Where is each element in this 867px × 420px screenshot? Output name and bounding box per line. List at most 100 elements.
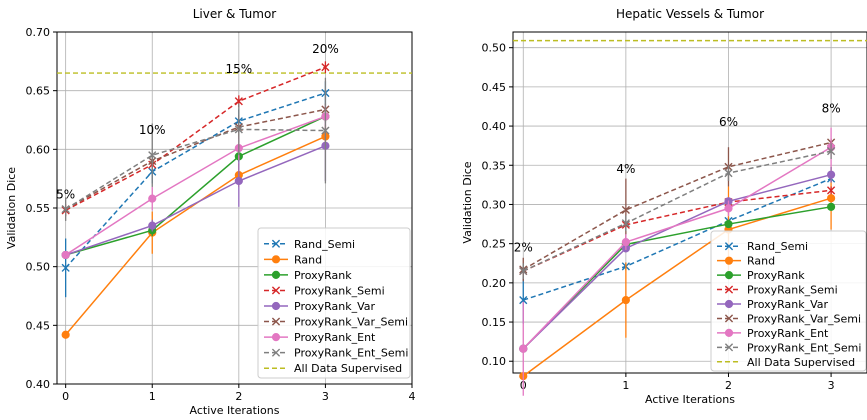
series-line: [522, 197, 832, 377]
series-proxyrank-var-semi: [61, 103, 330, 214]
legend-label: ProxyRank_Semi: [747, 284, 838, 297]
data-point: [234, 97, 243, 106]
data-point: [519, 266, 528, 276]
legend-entry: ProxyRank_Ent_Semi: [264, 347, 408, 360]
data-point: [826, 186, 836, 195]
data-point: [234, 176, 243, 186]
series-proxyrank-ent-semi: [519, 143, 836, 279]
legend-label: ProxyRank_Var: [294, 300, 376, 313]
plot-frame: [512, 31, 867, 374]
legend-label: Rand_Semi: [294, 238, 355, 251]
data-point: [271, 301, 281, 311]
data-point: [826, 147, 836, 156]
legend-label: ProxyRank_Ent_Semi: [294, 347, 408, 360]
legend-entry: Rand_Semi: [264, 238, 355, 251]
y-tick-label: 0.15: [482, 316, 507, 329]
x-tick-label: 2: [725, 379, 732, 392]
percent-annotation: 5%: [56, 188, 75, 202]
data-point: [271, 317, 281, 326]
data-point: [61, 205, 70, 214]
y-tick-label: 0.60: [26, 143, 51, 156]
data-point: [271, 239, 281, 248]
y-tick-label: 0.70: [26, 26, 51, 39]
data-point: [826, 194, 836, 203]
data-point: [724, 285, 734, 294]
annotations: 5% 10% 15% 20%: [56, 42, 339, 201]
legend-entry: ProxyRank_Ent: [264, 331, 376, 344]
y-tick-label: 0.45: [26, 319, 51, 332]
legend-entry: Rand_Semi: [717, 240, 808, 253]
legend-entry: ProxyRank_Ent_Semi: [717, 341, 861, 354]
legend-entry: ProxyRank_Var_Semi: [717, 312, 861, 325]
x-tick-label: 1: [622, 379, 629, 392]
chart-title: Liver & Tumor: [193, 7, 277, 21]
legend-entry: ProxyRank_Var: [717, 298, 829, 311]
percent-annotation: 4%: [616, 162, 635, 176]
percent-annotation: 20%: [312, 42, 339, 56]
legend-entry: ProxyRank_Var: [264, 300, 376, 313]
chart-title: Hepatic Vessels & Tumor: [616, 7, 764, 21]
legend-entry: Rand: [264, 253, 322, 266]
x-ticks: 0 1 2 3 4: [62, 384, 416, 403]
legend-label: All Data Supervised: [747, 356, 855, 369]
series-line: [523, 177, 832, 301]
legend-entry: ProxyRank_Semi: [264, 284, 385, 297]
series-line: [65, 115, 326, 256]
data-point: [621, 237, 630, 247]
data-point: [234, 125, 243, 134]
annotations: 2% 4% 6% 8%: [514, 102, 841, 255]
y-tick-label: 0.55: [26, 202, 51, 215]
legend-label: ProxyRank_Ent: [294, 331, 376, 344]
series-line: [522, 206, 832, 350]
percent-annotation: 10%: [139, 123, 166, 137]
legend-box: [710, 230, 867, 372]
x-tick-label: 4: [409, 390, 416, 403]
series-line: [522, 150, 832, 272]
legend-label: ProxyRank_Var_Semi: [747, 312, 861, 325]
chart-2: Hepatic Vessels & Tumor01230.100.150.200…: [461, 7, 867, 406]
data-point: [724, 299, 734, 309]
data-point: [271, 333, 281, 342]
x-tick-label: 1: [149, 390, 156, 403]
data-point: [724, 204, 733, 213]
series-line: [522, 146, 832, 350]
legend-label: ProxyRank_Var: [747, 298, 829, 311]
y-axis-label: Validation Dice: [461, 161, 474, 243]
data-point: [621, 205, 630, 215]
legend-entry: Rand: [717, 255, 775, 268]
y-ticks: 0.10 0.15 0.20 0.25 0.30 0.35 0.40 0.45 0.50: [482, 42, 513, 368]
x-tick-label: 0: [62, 390, 69, 403]
data-point: [621, 219, 630, 228]
series-line: [65, 145, 326, 256]
data-point: [519, 344, 528, 353]
y-tick-label: 0.35: [482, 159, 507, 172]
data-point: [724, 242, 734, 251]
data-point: [321, 126, 330, 135]
x-axis-label: Active Iterations: [645, 393, 735, 406]
series-line: [65, 115, 326, 256]
legend-label: ProxyRank: [747, 269, 805, 282]
y-tick-label: 0.50: [482, 42, 507, 55]
data-point: [321, 63, 330, 72]
legend-entry: All Data Supervised: [717, 356, 855, 369]
data-point: [271, 286, 281, 295]
legend-entry: All Data Supervised: [264, 362, 402, 375]
data-point: [724, 271, 734, 280]
series-group: [519, 127, 836, 396]
legend-label: ProxyRank_Var_Semi: [294, 316, 408, 329]
y-tick-label: 0.40: [482, 120, 507, 133]
legend: Rand_SemiRandProxyRankProxyRank_SemiProx…: [710, 230, 867, 372]
legend-box: [257, 227, 411, 379]
series-line: [65, 108, 326, 210]
percent-annotation: 6%: [719, 115, 738, 129]
series-line: [65, 92, 326, 269]
y-tick-label: 0.65: [26, 85, 51, 98]
percent-annotation: 2%: [514, 240, 533, 254]
data-point: [621, 295, 630, 305]
data-point: [148, 151, 157, 160]
data-point: [148, 194, 157, 203]
data-point: [724, 328, 734, 337]
y-tick-label: 0.40: [26, 378, 51, 391]
